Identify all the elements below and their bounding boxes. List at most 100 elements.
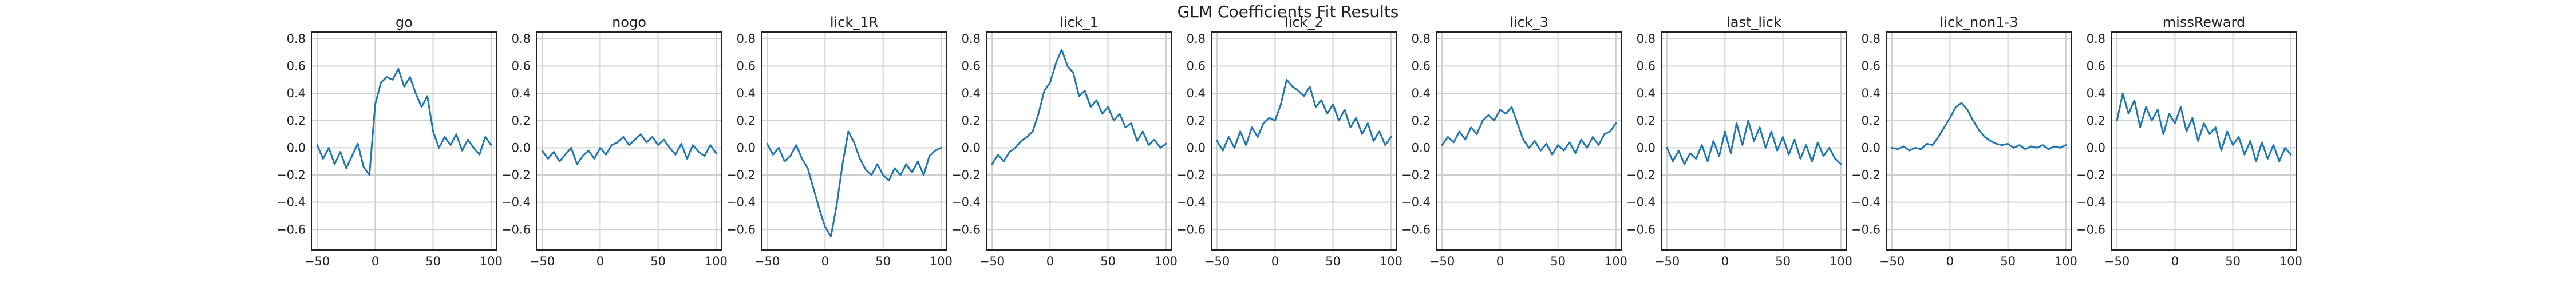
subplot-title: nogo [612, 14, 646, 30]
x-tick-label: 0 [1946, 255, 1954, 268]
y-tick-label: −0.6 [1851, 223, 1880, 236]
y-tick-label: 0.0 [287, 141, 306, 154]
y-tick-label: −0.4 [1851, 196, 1880, 209]
subplot-title: lick_non1-3 [1940, 14, 2018, 30]
y-tick-label: −0.6 [951, 223, 981, 236]
series-line [541, 133, 717, 165]
axes-frame [1661, 31, 1847, 251]
y-tick-label: 0.6 [1412, 59, 1431, 73]
x-tick-label: 0 [2171, 255, 2179, 268]
y-tick-label: 0.8 [1412, 32, 1431, 46]
series-line [316, 67, 492, 176]
y-tick-label: −0.6 [2076, 223, 2105, 236]
x-tick-label: 0 [821, 255, 829, 268]
y-tick-label: 0.4 [287, 86, 306, 100]
x-tick-label: −50 [530, 255, 555, 268]
y-tick-label: 0.6 [287, 59, 306, 73]
y-tick-label: 0.4 [1187, 86, 1206, 100]
x-tick-label: −50 [305, 255, 330, 268]
y-tick-label: −0.6 [1176, 223, 1206, 236]
y-tick-label: −0.2 [276, 168, 306, 182]
y-tick-label: 0.4 [2087, 86, 2105, 100]
subplot-panel: lick_1 −0.6 −0.4 −0.2 0.0 0.2 0.4 0.6 0.8 −50 0 50 1… [951, 14, 1178, 268]
subplot-panel: nogo −0.6 −0.4 −0.2 0.0 0.2 0.4 0.6 0.8 −50 0 50 100 [501, 14, 728, 268]
y-tick-label: −0.2 [1176, 168, 1206, 182]
y-tick-label: 0.4 [737, 86, 756, 100]
y-tick-label: 0.8 [512, 32, 531, 46]
y-tick-label: 0.8 [2087, 32, 2105, 46]
y-tick-label: −0.4 [1176, 196, 1206, 209]
subplot-panel: missReward −0.6 −0.4 −0.2 0.0 0.2 0.4 0.6 0.8 −50… [2076, 14, 2302, 268]
axes-frame [536, 31, 722, 251]
y-tick-label: 0.8 [1187, 32, 1206, 46]
x-tick-label: 100 [930, 255, 953, 268]
y-tick-label: −0.2 [1401, 168, 1431, 182]
y-tick-label: 0.0 [2087, 141, 2105, 154]
y-tick-label: −0.4 [951, 196, 981, 209]
y-tick-label: 0.6 [1637, 59, 1656, 73]
y-tick-label: 0.6 [1862, 59, 1880, 73]
x-tick-label: 50 [875, 255, 891, 268]
x-tick-label: −50 [754, 255, 780, 268]
series-line [991, 49, 1167, 165]
subplot-panel: lick_3 −0.6 −0.4 −0.2 0.0 0.2 0.4 0.6 0.8 −50 0 50 1… [1401, 14, 1627, 268]
series-line [766, 130, 942, 237]
y-tick-label: −0.6 [501, 223, 531, 236]
axes-frame [2111, 31, 2297, 251]
axes-frame [761, 31, 947, 251]
axes-frame [1886, 31, 2072, 251]
subplot-title: lick_1 [1060, 14, 1099, 30]
series-line [1891, 102, 2067, 152]
series-line [1216, 78, 1392, 152]
y-tick-label: −0.6 [1401, 223, 1431, 236]
y-tick-label: −0.2 [1626, 168, 1656, 182]
subplot-title: lick_2 [1285, 14, 1323, 30]
x-tick-label: 50 [650, 255, 666, 268]
y-tick-label: −0.6 [276, 223, 306, 236]
x-tick-label: −50 [1654, 255, 1680, 268]
x-tick-label: 0 [1721, 255, 1729, 268]
x-tick-label: 0 [1046, 255, 1054, 268]
x-tick-label: 100 [1605, 255, 1627, 268]
axes-frame [311, 31, 497, 251]
y-tick-label: 0.6 [1187, 59, 1206, 73]
y-tick-label: 0.6 [2087, 59, 2105, 73]
series-line [2116, 92, 2292, 162]
x-tick-label: −50 [1429, 255, 1455, 268]
subplot-panel: lick_non1-3 −0.6 −0.4 −0.2 0.0 0.2 0.4 0.6 0.8 −5… [1851, 14, 2077, 268]
y-tick-label: 0.8 [737, 32, 756, 46]
y-tick-label: 0.4 [1637, 86, 1656, 100]
y-tick-label: −0.4 [1626, 196, 1656, 209]
y-tick-label: 0.0 [1187, 141, 1206, 154]
y-tick-label: 0.8 [962, 32, 981, 46]
y-tick-label: 0.2 [1862, 114, 1880, 128]
y-tick-label: 0.2 [287, 114, 306, 128]
y-tick-label: −0.4 [2076, 196, 2105, 209]
y-tick-label: 0.2 [737, 114, 756, 128]
y-tick-label: 0.2 [1412, 114, 1431, 128]
subplot-grid: go −0.6 −0.4 −0.2 0.0 0.2 0.4 0.6 0.8 −50 0 50 100 no… [276, 14, 2302, 268]
subplot-title: go [396, 14, 413, 30]
x-tick-label: 0 [1496, 255, 1504, 268]
x-tick-label: 100 [1155, 255, 1178, 268]
x-tick-label: 50 [2225, 255, 2241, 268]
x-tick-label: 50 [2000, 255, 2016, 268]
y-tick-label: 0.0 [512, 141, 531, 154]
x-tick-label: −50 [1204, 255, 1230, 268]
y-tick-label: 0.8 [287, 32, 306, 46]
x-tick-label: 50 [425, 255, 441, 268]
axes-frame [986, 31, 1172, 251]
x-tick-label: 100 [480, 255, 503, 268]
y-tick-label: −0.4 [726, 196, 756, 209]
y-tick-label: 0.2 [962, 114, 981, 128]
y-tick-label: −0.4 [276, 196, 306, 209]
axes-frame [1436, 31, 1622, 251]
x-tick-label: 0 [372, 255, 379, 268]
x-tick-label: 50 [1325, 255, 1341, 268]
y-tick-label: −0.2 [2076, 168, 2105, 182]
x-tick-label: 100 [1380, 255, 1402, 268]
x-tick-label: −50 [1879, 255, 1905, 268]
y-tick-label: −0.4 [501, 196, 531, 209]
